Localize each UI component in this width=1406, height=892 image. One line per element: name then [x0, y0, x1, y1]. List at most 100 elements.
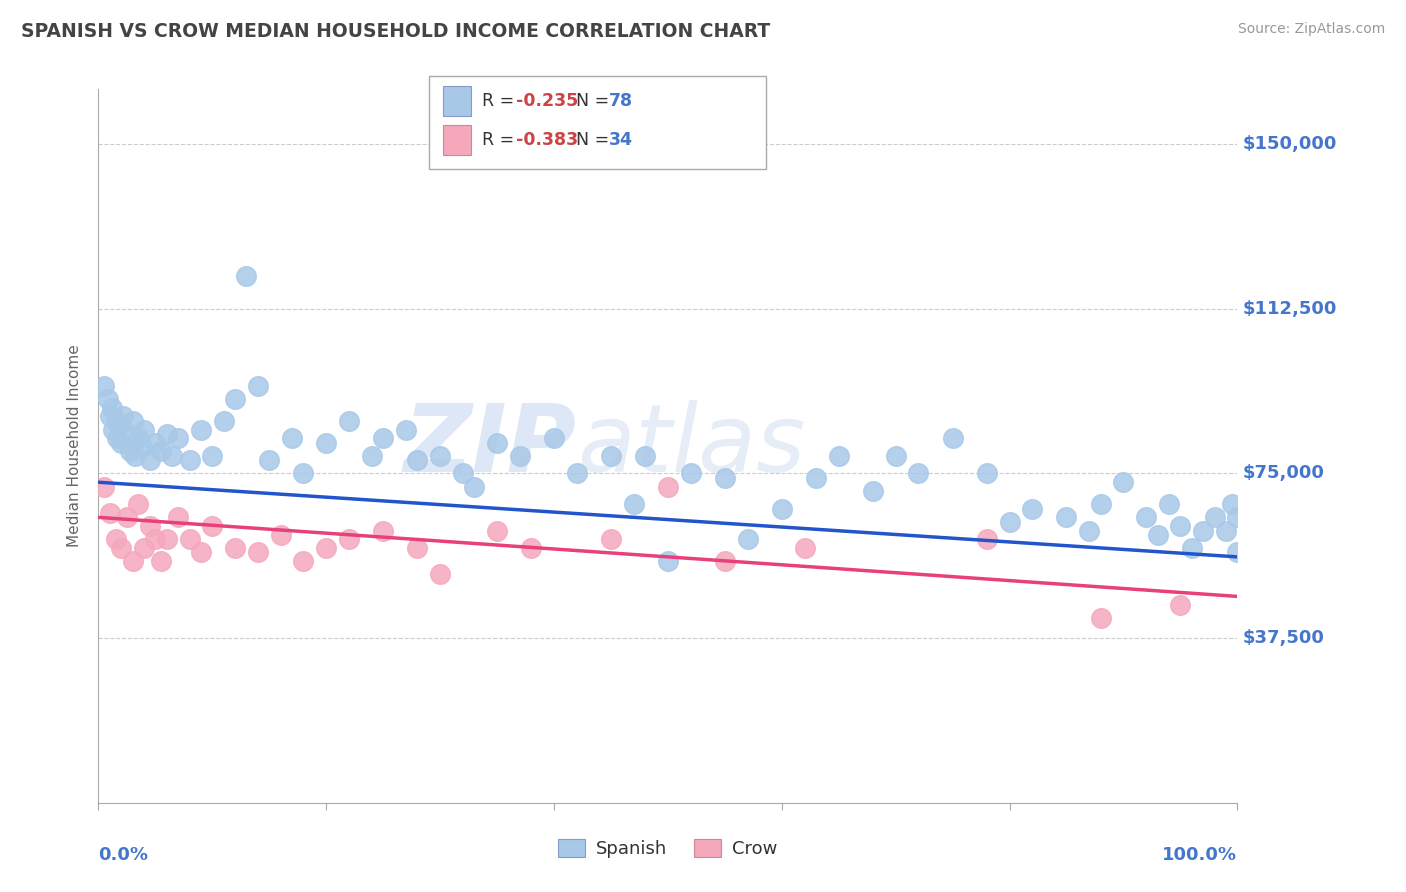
Point — [259, 453, 281, 467]
Point — [108, 418, 131, 433]
Point — [98, 506, 121, 520]
Point — [1226, 545, 1249, 559]
Point — [862, 483, 884, 498]
Point — [520, 541, 543, 555]
Point — [121, 554, 143, 568]
Point — [976, 467, 998, 481]
Text: 34: 34 — [609, 131, 633, 149]
Text: 78: 78 — [609, 92, 633, 110]
Point — [104, 533, 127, 547]
Point — [509, 449, 531, 463]
Point — [162, 449, 184, 463]
Point — [96, 392, 118, 406]
Point — [270, 528, 292, 542]
Point — [138, 453, 160, 467]
Point — [179, 453, 201, 467]
Point — [103, 423, 125, 437]
Point — [828, 449, 851, 463]
Point — [884, 449, 907, 463]
Point — [1056, 510, 1078, 524]
Text: SPANISH VS CROW MEDIAN HOUSEHOLD INCOME CORRELATION CHART: SPANISH VS CROW MEDIAN HOUSEHOLD INCOME … — [21, 22, 770, 41]
Point — [315, 541, 337, 555]
Point — [623, 497, 645, 511]
Text: N =: N = — [576, 92, 616, 110]
Point — [406, 541, 429, 555]
Point — [132, 541, 155, 555]
Point — [1157, 497, 1180, 511]
Text: atlas: atlas — [576, 401, 806, 491]
Point — [793, 541, 815, 555]
Point — [657, 554, 679, 568]
Text: R =: R = — [482, 92, 520, 110]
Point — [127, 497, 149, 511]
Point — [486, 524, 509, 538]
Text: -0.235: -0.235 — [516, 92, 578, 110]
Point — [167, 510, 190, 524]
Point — [120, 444, 142, 458]
Point — [110, 435, 132, 450]
Point — [156, 533, 179, 547]
Text: R =: R = — [482, 131, 520, 149]
Point — [138, 519, 160, 533]
Point — [150, 444, 173, 458]
Point — [770, 501, 793, 516]
Point — [145, 435, 167, 450]
Point — [115, 510, 138, 524]
Point — [406, 453, 429, 467]
Text: $150,000: $150,000 — [1243, 135, 1337, 153]
Point — [101, 401, 124, 415]
Point — [1181, 541, 1204, 555]
Point — [131, 440, 153, 454]
Text: ZIP: ZIP — [404, 400, 576, 492]
Point — [804, 471, 827, 485]
Point — [942, 431, 965, 445]
Point — [115, 426, 138, 441]
Point — [235, 268, 257, 283]
Text: -0.383: -0.383 — [516, 131, 578, 149]
Legend: Spanish, Crow: Spanish, Crow — [551, 831, 785, 865]
Point — [451, 467, 474, 481]
Point — [543, 431, 565, 445]
Point — [292, 554, 315, 568]
Point — [112, 409, 135, 424]
Point — [150, 554, 173, 568]
Point — [998, 515, 1021, 529]
Point — [145, 533, 167, 547]
Point — [315, 435, 337, 450]
Point — [565, 467, 588, 481]
Point — [98, 409, 121, 424]
Point — [110, 541, 132, 555]
Point — [976, 533, 998, 547]
Point — [1146, 528, 1168, 542]
Point — [1215, 524, 1237, 538]
Point — [281, 431, 304, 445]
Point — [190, 423, 212, 437]
Point — [371, 524, 394, 538]
Point — [634, 449, 657, 463]
Point — [179, 533, 201, 547]
Point — [1170, 519, 1192, 533]
Point — [1090, 497, 1112, 511]
Point — [907, 467, 929, 481]
Text: $37,500: $37,500 — [1243, 629, 1324, 647]
Point — [600, 449, 623, 463]
Point — [246, 545, 269, 559]
Point — [714, 471, 737, 485]
Point — [337, 533, 360, 547]
Point — [714, 554, 737, 568]
Point — [657, 480, 679, 494]
Point — [1204, 510, 1226, 524]
Text: 100.0%: 100.0% — [1163, 846, 1237, 863]
Point — [224, 541, 246, 555]
Point — [156, 426, 179, 441]
Text: 0.0%: 0.0% — [98, 846, 149, 863]
Point — [105, 431, 128, 445]
Point — [93, 378, 115, 392]
Point — [1090, 611, 1112, 625]
Point — [486, 435, 509, 450]
Point — [246, 378, 269, 392]
Point — [1135, 510, 1157, 524]
Point — [1226, 510, 1249, 524]
Point — [212, 414, 235, 428]
Point — [337, 414, 360, 428]
